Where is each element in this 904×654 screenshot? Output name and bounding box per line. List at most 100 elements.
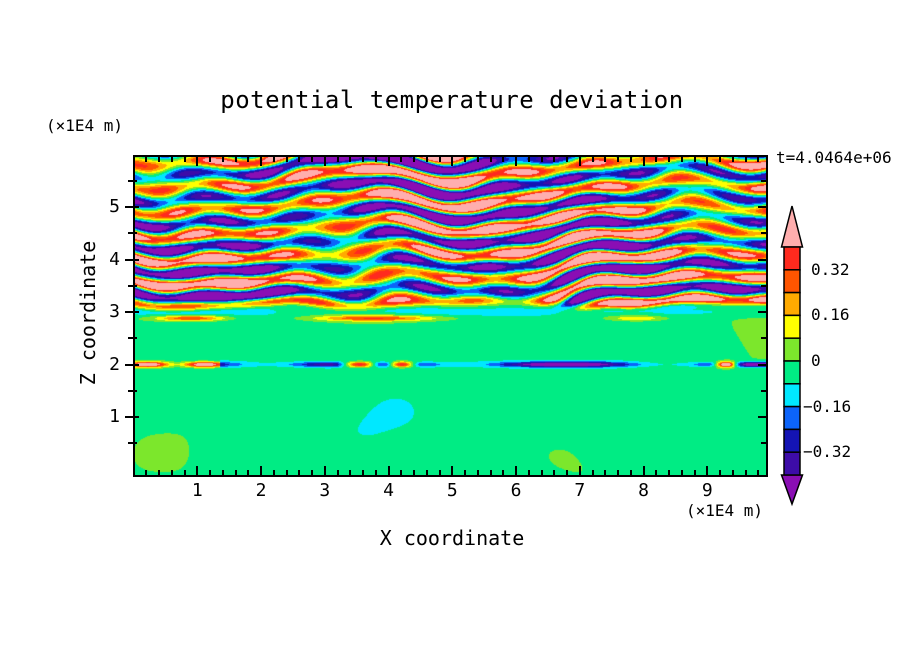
y-major-tick-right bbox=[758, 206, 766, 208]
x-minor-tick-bottom bbox=[349, 470, 352, 475]
x-minor-tick-bottom bbox=[719, 470, 721, 475]
x-major-tick-bottom bbox=[451, 466, 454, 475]
y-minor-tick-right bbox=[761, 442, 766, 445]
x-major-tick-top bbox=[642, 157, 645, 166]
x-minor-tick-top bbox=[617, 157, 619, 162]
x-tick-label: 9 bbox=[701, 480, 713, 501]
y-tick-label: 5 bbox=[109, 196, 120, 217]
x-major-tick-top bbox=[387, 157, 390, 166]
colorbar-segment bbox=[783, 246, 801, 271]
x-major-tick-top bbox=[451, 157, 454, 166]
y-minor-tick-left bbox=[128, 179, 137, 182]
x-major-tick-bottom bbox=[706, 466, 709, 475]
x-minor-tick-top bbox=[719, 157, 721, 162]
x-tick-label: 5 bbox=[446, 480, 458, 501]
x-tick-label: 2 bbox=[255, 480, 267, 501]
x-major-tick-bottom bbox=[387, 466, 390, 475]
x-minor-tick-bottom bbox=[209, 470, 211, 475]
x-minor-tick-top bbox=[566, 157, 568, 162]
y-tick-label: 3 bbox=[109, 301, 120, 322]
x-tick-label: 8 bbox=[638, 480, 649, 501]
colorbar bbox=[780, 205, 804, 507]
x-minor-tick-top bbox=[221, 157, 224, 162]
x-minor-tick-top bbox=[247, 157, 250, 162]
x-minor-tick-bottom bbox=[247, 470, 250, 475]
x-major-tick-top bbox=[260, 157, 262, 166]
colorbar-segment bbox=[783, 360, 801, 385]
x-minor-tick-bottom bbox=[502, 470, 505, 475]
x-minor-tick-top bbox=[604, 157, 607, 162]
x-minor-tick-bottom bbox=[400, 470, 403, 475]
x-minor-tick-top bbox=[234, 157, 237, 162]
x-axis-units-label: (×1E4 m) bbox=[686, 501, 764, 520]
y-major-tick-left bbox=[125, 416, 139, 418]
x-minor-tick-top bbox=[489, 157, 492, 162]
x-minor-tick-top bbox=[731, 157, 734, 162]
y-major-tick-right bbox=[758, 363, 766, 366]
colorbar-tick-label: −0.16 bbox=[803, 396, 852, 416]
y-major-tick-left bbox=[125, 311, 139, 313]
plot-area bbox=[133, 155, 768, 477]
x-minor-tick-top bbox=[464, 157, 466, 162]
x-major-tick-top bbox=[196, 157, 199, 166]
x-major-tick-top bbox=[578, 157, 581, 166]
y-tick-label: 2 bbox=[109, 353, 120, 375]
colorbar-segment bbox=[783, 269, 801, 294]
y-tick-label: 1 bbox=[109, 406, 120, 427]
y-minor-tick-right bbox=[761, 232, 766, 235]
colorbar-tick-label: −0.32 bbox=[803, 442, 852, 462]
x-minor-tick-bottom bbox=[362, 470, 364, 475]
time-stamp-label: t=4.0464e+06 bbox=[776, 148, 892, 167]
y-minor-tick-right bbox=[761, 389, 766, 392]
x-minor-tick-top bbox=[502, 157, 505, 162]
x-minor-tick-top bbox=[527, 157, 530, 162]
x-major-tick-bottom bbox=[196, 466, 199, 475]
x-minor-tick-bottom bbox=[617, 470, 619, 475]
x-tick-label: 1 bbox=[191, 480, 203, 501]
x-minor-tick-bottom bbox=[476, 470, 479, 475]
colorbar-segment bbox=[783, 383, 801, 408]
colorbar-segment bbox=[783, 314, 801, 339]
x-minor-tick-top bbox=[400, 157, 403, 162]
x-minor-tick-top bbox=[629, 157, 632, 162]
x-minor-tick-bottom bbox=[221, 470, 224, 475]
x-minor-tick-bottom bbox=[540, 470, 543, 475]
x-major-tick-bottom bbox=[642, 466, 645, 475]
x-minor-tick-top bbox=[170, 157, 173, 162]
x-major-tick-bottom bbox=[578, 466, 581, 475]
x-minor-tick-top bbox=[553, 157, 556, 162]
x-major-tick-bottom bbox=[515, 466, 517, 475]
x-minor-tick-bottom bbox=[464, 470, 466, 475]
x-tick-label: 6 bbox=[510, 480, 522, 501]
x-minor-tick-bottom bbox=[158, 470, 160, 475]
x-minor-tick-bottom bbox=[553, 470, 556, 475]
x-minor-tick-top bbox=[374, 157, 377, 162]
x-minor-tick-bottom bbox=[272, 470, 275, 475]
x-minor-tick-top bbox=[425, 157, 428, 162]
y-minor-tick-right bbox=[761, 337, 766, 340]
y-major-tick-left bbox=[125, 258, 139, 261]
x-minor-tick-bottom bbox=[604, 470, 607, 475]
y-major-tick-left bbox=[125, 206, 139, 208]
x-minor-tick-bottom bbox=[731, 470, 734, 475]
colorbar-tick-label: 0.16 bbox=[811, 305, 850, 325]
x-minor-tick-bottom bbox=[655, 470, 658, 475]
x-minor-tick-top bbox=[680, 157, 683, 162]
x-minor-tick-top bbox=[158, 157, 160, 162]
temperature-field-heatmap bbox=[135, 157, 766, 475]
x-minor-tick-bottom bbox=[693, 470, 696, 475]
x-minor-tick-top bbox=[438, 157, 441, 162]
x-minor-tick-bottom bbox=[183, 470, 186, 475]
x-minor-tick-bottom bbox=[425, 470, 428, 475]
x-minor-tick-top bbox=[209, 157, 211, 162]
colorbar-segment bbox=[783, 337, 801, 362]
colorbar-arrow-above-max bbox=[780, 205, 804, 248]
x-minor-tick-bottom bbox=[591, 470, 594, 475]
x-minor-tick-bottom bbox=[413, 470, 415, 475]
x-minor-tick-bottom bbox=[145, 470, 148, 475]
x-tick-label: 3 bbox=[319, 480, 331, 501]
x-tick-label: 7 bbox=[574, 480, 586, 501]
x-major-tick-top bbox=[706, 157, 709, 166]
x-minor-tick-bottom bbox=[438, 470, 441, 475]
